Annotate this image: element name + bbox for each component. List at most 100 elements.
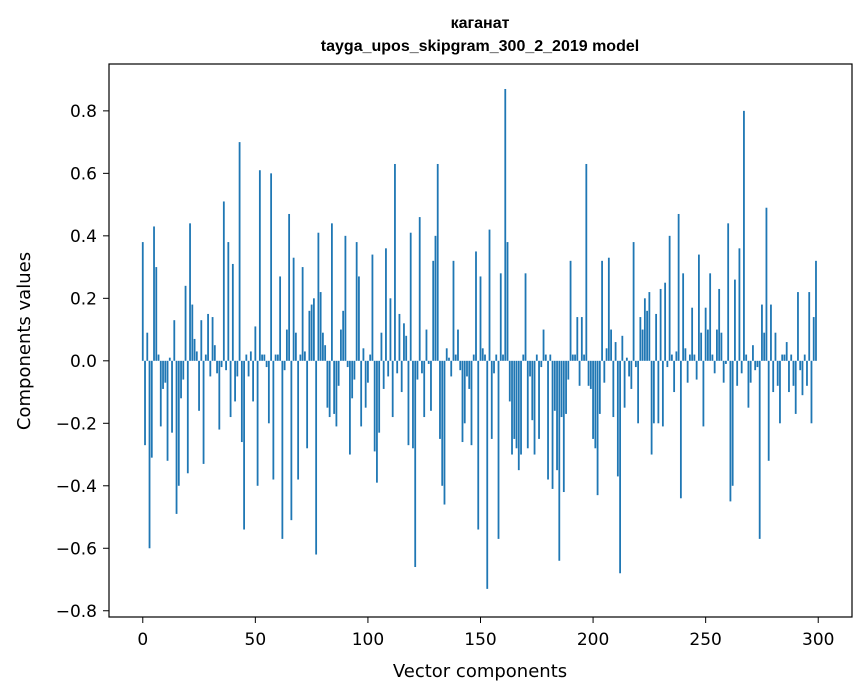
bar xyxy=(668,235,671,361)
bar xyxy=(310,304,313,361)
bar xyxy=(770,304,772,361)
bar xyxy=(648,292,651,361)
bar xyxy=(499,273,502,361)
bar xyxy=(670,354,673,361)
bar xyxy=(227,242,230,361)
bar xyxy=(630,360,633,389)
bar xyxy=(711,354,714,361)
bar xyxy=(159,360,162,427)
bar xyxy=(391,360,394,418)
x-tick-label: 300 xyxy=(802,630,834,650)
bar xyxy=(299,354,302,361)
chart-subtitle: tayga_upos_skipgram_300_2_2019 model xyxy=(321,38,639,55)
bar xyxy=(540,360,543,368)
bar xyxy=(661,360,664,427)
y-tick-label: 0.0 xyxy=(70,352,97,372)
bar xyxy=(234,360,236,402)
bar xyxy=(416,360,419,380)
bar xyxy=(677,213,680,361)
bar xyxy=(434,235,437,361)
bar xyxy=(238,142,241,361)
bar xyxy=(191,304,194,361)
bar xyxy=(306,360,309,449)
bar xyxy=(486,360,489,589)
bar xyxy=(580,317,583,361)
bar xyxy=(272,360,275,480)
bar xyxy=(452,260,455,361)
bar xyxy=(621,335,624,361)
bar xyxy=(772,360,775,393)
bar xyxy=(542,329,545,361)
bar xyxy=(637,360,640,424)
y-tick-label: −0.6 xyxy=(56,539,97,559)
bar xyxy=(508,360,511,402)
bar xyxy=(565,360,567,414)
x-tick-label: 50 xyxy=(245,630,267,650)
bar xyxy=(776,360,779,386)
bar xyxy=(279,276,282,361)
bar xyxy=(754,360,757,371)
bar xyxy=(747,360,750,408)
bar xyxy=(713,360,716,374)
bar xyxy=(301,267,304,361)
bar xyxy=(585,163,588,361)
bar xyxy=(274,354,277,361)
bar xyxy=(180,360,182,399)
bar xyxy=(707,329,709,361)
bar xyxy=(688,354,691,361)
bar xyxy=(324,345,327,361)
bar xyxy=(547,360,549,480)
bar xyxy=(698,254,700,361)
bar xyxy=(646,310,649,361)
bar xyxy=(517,360,520,471)
bar xyxy=(479,276,482,361)
bar xyxy=(468,360,471,389)
bar xyxy=(574,354,576,361)
bar xyxy=(614,342,617,361)
bar xyxy=(267,360,270,424)
bar xyxy=(745,354,748,361)
bar xyxy=(628,360,630,377)
bar xyxy=(520,360,522,455)
bar xyxy=(605,348,608,361)
bar xyxy=(758,360,761,539)
bar xyxy=(601,260,603,361)
bars-group xyxy=(141,88,817,589)
bar xyxy=(463,360,466,424)
bar xyxy=(515,360,518,449)
bar xyxy=(659,288,662,361)
bar xyxy=(281,360,284,539)
bar xyxy=(240,360,243,443)
bar xyxy=(213,345,216,361)
bar xyxy=(551,360,554,489)
bar xyxy=(797,292,799,361)
bar xyxy=(189,223,191,361)
bar xyxy=(285,329,288,361)
bar xyxy=(652,360,655,424)
bar xyxy=(716,329,718,361)
chart-title: каганат xyxy=(451,15,510,32)
bar xyxy=(423,360,426,418)
bar xyxy=(425,329,428,361)
bar xyxy=(441,360,444,486)
bar xyxy=(765,207,768,361)
bar xyxy=(722,360,725,383)
bar xyxy=(155,267,158,361)
bar xyxy=(490,360,493,439)
bar xyxy=(610,329,612,361)
bar xyxy=(691,307,694,361)
bar xyxy=(184,285,187,361)
bar xyxy=(632,242,635,361)
bar xyxy=(477,360,480,530)
bar xyxy=(171,360,173,433)
bar xyxy=(229,360,232,418)
bar xyxy=(403,323,405,361)
bar xyxy=(549,354,552,361)
bar xyxy=(443,360,446,505)
bar xyxy=(450,360,453,377)
bar xyxy=(157,354,160,361)
bar xyxy=(538,360,540,439)
bar xyxy=(497,360,500,539)
bar xyxy=(412,360,414,449)
bar xyxy=(430,360,432,411)
